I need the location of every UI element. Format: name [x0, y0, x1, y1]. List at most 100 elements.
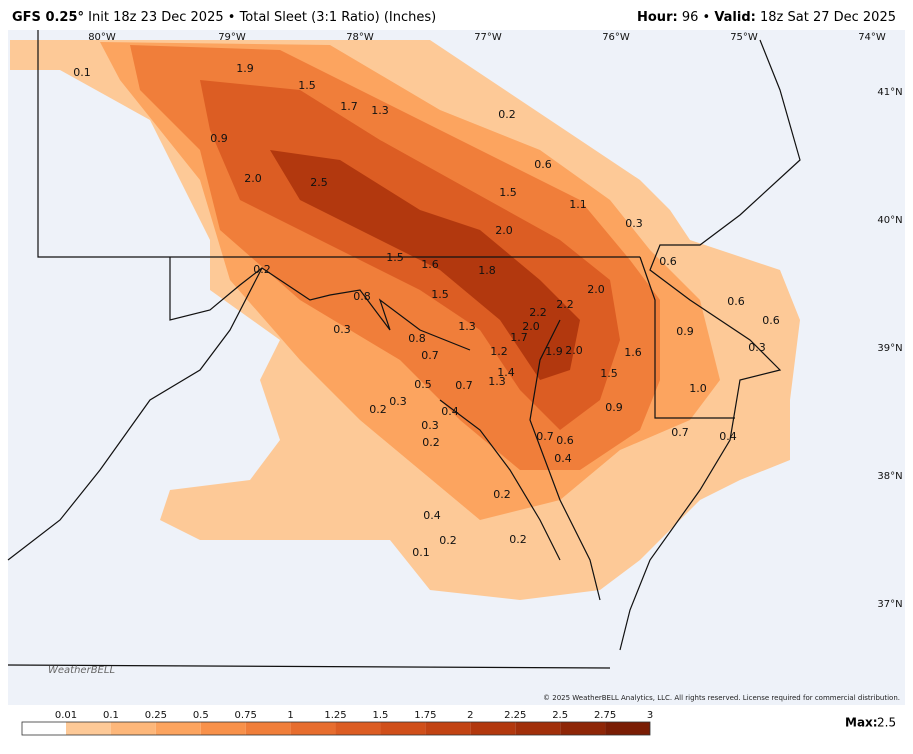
colorbar-swatch: [380, 722, 426, 735]
point-value: 0.2: [369, 403, 387, 416]
borders: [7, 30, 801, 669]
point-value: 1.5: [386, 251, 404, 264]
point-value: 0.7: [455, 379, 473, 392]
point-value: 1.3: [488, 375, 506, 388]
colorbar-label: 1: [287, 710, 293, 721]
state-border: [7, 267, 263, 561]
point-value: 1.6: [624, 346, 642, 359]
point-value: 1.5: [499, 186, 517, 199]
point-value: 1.7: [340, 100, 358, 113]
point-value: 2.0: [522, 320, 540, 333]
copyright: © 2025 WeatherBELL Analytics, LLC. All r…: [543, 694, 900, 702]
colorbar-label: 1.25: [324, 710, 346, 721]
init: Init 18z 23 Dec 2025: [88, 10, 223, 25]
product: Total Sleet (3:1 Ratio) (Inches): [239, 10, 437, 25]
coastline: [619, 39, 801, 651]
longitude-label: 74°W: [858, 32, 886, 43]
point-value: 0.4: [441, 405, 459, 418]
map-title: GFS 0.25° Init 18z 23 Dec 2025 • Total S…: [12, 10, 436, 25]
point-value: 0.9: [676, 325, 694, 338]
point-value: 0.1: [412, 546, 430, 559]
state-border: [169, 257, 471, 351]
point-value: 0.4: [719, 430, 737, 443]
point-value: 0.8: [353, 290, 371, 303]
point-value: 0.9: [605, 401, 623, 414]
point-value: 0.3: [625, 217, 643, 230]
colorbar-swatch: [22, 722, 66, 735]
hour-label: Hour:: [637, 10, 678, 25]
latitude-label: 41°N: [877, 87, 902, 98]
point-value: 2.2: [556, 298, 574, 311]
point-value: 0.6: [556, 434, 574, 447]
point-value: 0.2: [498, 108, 516, 121]
colorbar-swatch: [470, 722, 516, 735]
point-value: 1.9: [236, 62, 254, 75]
colorbar-label: 0.25: [145, 710, 167, 721]
point-value: 1.9: [545, 345, 563, 358]
point-value: 1.6: [421, 258, 439, 271]
longitude-label: 78°W: [346, 32, 374, 43]
point-value: 0.3: [389, 395, 407, 408]
point-value: 0.5: [414, 378, 432, 391]
colorbar-label: 2.5: [552, 710, 568, 721]
point-value: 2.5: [310, 176, 328, 189]
latitude-label: 39°N: [877, 343, 902, 354]
shade-darkest: [270, 150, 580, 380]
point-value: 0.7: [536, 430, 554, 443]
point-value: 1.4: [497, 366, 515, 379]
point-value: 2.0: [244, 172, 262, 185]
latitude-label: 38°N: [877, 471, 902, 482]
colorbar-swatch: [290, 722, 336, 735]
point-value: 2.2: [529, 306, 547, 319]
colorbar-swatch: [66, 722, 111, 735]
valid-label: Valid:: [714, 10, 756, 25]
point-value: 1.5: [600, 367, 618, 380]
point-value: 2.0: [587, 283, 605, 296]
point-value: 1.0: [689, 382, 707, 395]
point-value: 0.6: [727, 295, 745, 308]
colorbar-swatch: [110, 722, 156, 735]
point-value: 0.1: [73, 66, 91, 79]
colorbar-label: 0.01: [55, 710, 77, 721]
state-border: [7, 664, 611, 669]
point-value: 1.5: [298, 79, 316, 92]
point-value: 2.0: [495, 224, 513, 237]
longitude-label: 77°W: [474, 32, 502, 43]
model: GFS 0.25°: [12, 10, 84, 25]
colorbar-swatch: [605, 722, 650, 735]
point-value: 2.0: [565, 344, 583, 357]
colorbar-swatch: [560, 722, 606, 735]
colorbar-label: 1.75: [414, 710, 436, 721]
colorbar-swatch: [200, 722, 246, 735]
colorbar-swatch: [155, 722, 201, 735]
point-value: 1.3: [371, 104, 389, 117]
point-value: 1.8: [478, 264, 496, 277]
point-value: 0.3: [333, 323, 351, 336]
colorbar-label: 1.5: [373, 710, 389, 721]
point-value: 1.1: [569, 198, 587, 211]
colorbar-label: 0.5: [193, 710, 209, 721]
point-value: 0.7: [671, 426, 689, 439]
point-value: 0.4: [554, 452, 572, 465]
point-value: 0.4: [423, 509, 441, 522]
point-value: 0.2: [422, 436, 440, 449]
colorbar-swatch: [425, 722, 471, 735]
longitude-label: 80°W: [88, 32, 116, 43]
point-value: 0.6: [534, 158, 552, 171]
point-value: 0.6: [762, 314, 780, 327]
coastline: [529, 319, 601, 601]
latitude-label: 37°N: [877, 599, 902, 610]
colorbar-swatch: [515, 722, 561, 735]
colorbar-swatch: [245, 722, 291, 735]
longitude-label: 79°W: [218, 32, 246, 43]
point-value: 0.3: [748, 341, 766, 354]
point-value: 0.7: [421, 349, 439, 362]
point-value: 1.3: [458, 320, 476, 333]
point-value: 1.7: [510, 331, 528, 344]
point-value: 0.3: [421, 419, 439, 432]
point-value: 0.2: [253, 263, 271, 276]
colorbar-label: 2.25: [504, 710, 526, 721]
colorbar-swatch: [335, 722, 381, 735]
colorbar-label: 2.75: [594, 710, 616, 721]
